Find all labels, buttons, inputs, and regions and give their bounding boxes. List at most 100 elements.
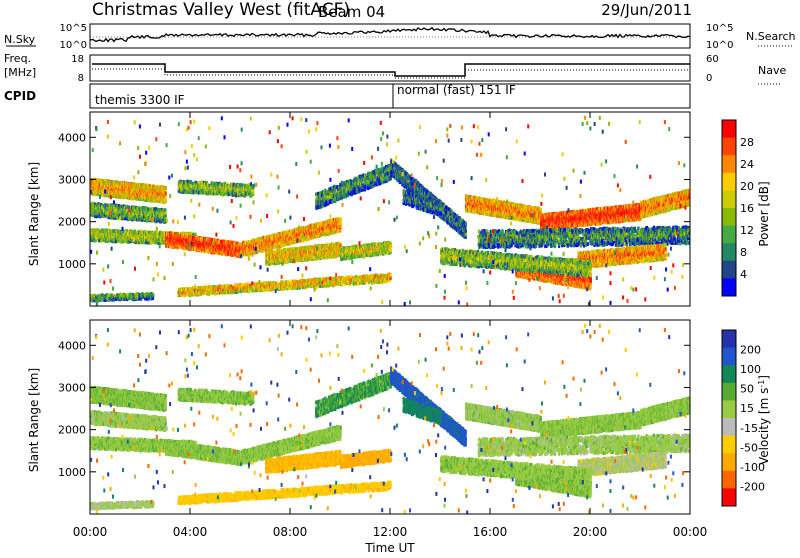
power-cell (94, 228, 97, 233)
power-cell (120, 231, 123, 236)
power-cell (194, 233, 197, 237)
freq-strip (89, 54, 691, 82)
nave-tick-bottom: 0 (706, 73, 712, 84)
power-cell (164, 211, 167, 215)
power-cell (164, 213, 167, 217)
power-cell (98, 192, 101, 197)
power-cell (152, 239, 155, 243)
power-cell (97, 211, 100, 216)
nave-label: Nave (758, 64, 786, 77)
power-cell (94, 211, 97, 216)
freq-unit-label: [MHz] (4, 66, 36, 79)
nsky-strip (89, 23, 691, 49)
power-cell (140, 206, 143, 210)
power-cell (104, 208, 107, 212)
nsky-tick-bottom: 10^0 (60, 40, 87, 51)
power-cell (102, 203, 105, 208)
power-cell (104, 205, 107, 210)
power-cell (132, 230, 135, 234)
power-cell (131, 209, 134, 214)
power-cell (136, 208, 139, 212)
power-cell (113, 237, 116, 241)
power-cell (114, 229, 117, 233)
power-cell (94, 214, 97, 219)
nave-tick-top: 60 (706, 54, 719, 65)
power-cell (135, 214, 138, 218)
beam-label: Beam 04 (318, 3, 385, 21)
power-cell (137, 206, 140, 210)
power-cell (117, 215, 120, 220)
power-cell (164, 208, 167, 212)
power-cell (111, 210, 114, 214)
power-cell (146, 241, 149, 245)
power-cell (159, 241, 162, 245)
power-cell (112, 205, 115, 210)
power-cell (102, 207, 105, 212)
cpid-mode-2: normal (fast) 151 IF (397, 83, 516, 97)
nsearch-tick-top: 10^5 (706, 23, 733, 34)
power-cell (115, 204, 118, 208)
power-cell (182, 231, 186, 235)
power-cell (92, 202, 95, 207)
power-cell (155, 210, 158, 215)
date-label: 29/Jun/2011 (601, 1, 692, 19)
power-cell (164, 196, 167, 201)
power-cell (154, 216, 157, 220)
power-cell (90, 206, 93, 211)
power-cell (92, 212, 95, 216)
power-cell (141, 217, 144, 222)
power-cell (94, 202, 97, 206)
power-cell (164, 191, 167, 196)
power-cell (133, 232, 136, 236)
power-cell (157, 241, 160, 245)
plot-title: Christmas Valley West (fitACF) (92, 0, 350, 20)
cpid-strip (89, 83, 691, 109)
power-cell (115, 239, 118, 244)
freq-tick-bottom: 8 (78, 73, 84, 84)
power-cell (164, 186, 167, 190)
power-cell (132, 213, 135, 217)
power-cell (155, 207, 158, 211)
power-cell (140, 233, 143, 238)
freq-label: Freq. (4, 52, 31, 65)
nsearch-tick-bottom: 10^0 (706, 40, 733, 51)
power-cell (145, 211, 148, 215)
power-cell (160, 239, 163, 244)
nsky-label: N.Sky (4, 33, 36, 46)
power-cell (153, 214, 156, 218)
power-cell (121, 229, 124, 234)
power-cell (139, 232, 142, 236)
cpid-mode-1: themis 3300 IF (95, 93, 185, 107)
power-cell (115, 189, 118, 193)
power-cell (111, 207, 114, 212)
power-cell (137, 197, 141, 201)
power-cell (104, 203, 107, 207)
power-cell (126, 209, 129, 214)
nsearch-label: N.Search (746, 30, 796, 43)
power-cell (141, 183, 144, 187)
power-heatmap (90, 115, 690, 306)
power-cell (96, 236, 99, 240)
power-cell (145, 240, 148, 244)
power-cell (130, 213, 133, 218)
power-cell (108, 203, 111, 208)
freq-tick-top: 18 (71, 54, 84, 65)
freq-line (92, 63, 690, 77)
power-cell (126, 214, 129, 219)
nsky-line (89, 26, 691, 43)
power-cell (133, 209, 136, 214)
power-cell (150, 207, 153, 211)
power-cell (140, 213, 143, 218)
power-cell (164, 218, 167, 222)
power-cell (117, 203, 121, 208)
power-cell (108, 229, 111, 233)
power-cell (97, 202, 100, 206)
nave-line (92, 68, 690, 79)
cpid-label: CPID (4, 89, 36, 103)
power-cell (142, 213, 145, 217)
power-cell (97, 214, 100, 218)
power-cell (101, 237, 104, 242)
power-cell (115, 232, 118, 237)
